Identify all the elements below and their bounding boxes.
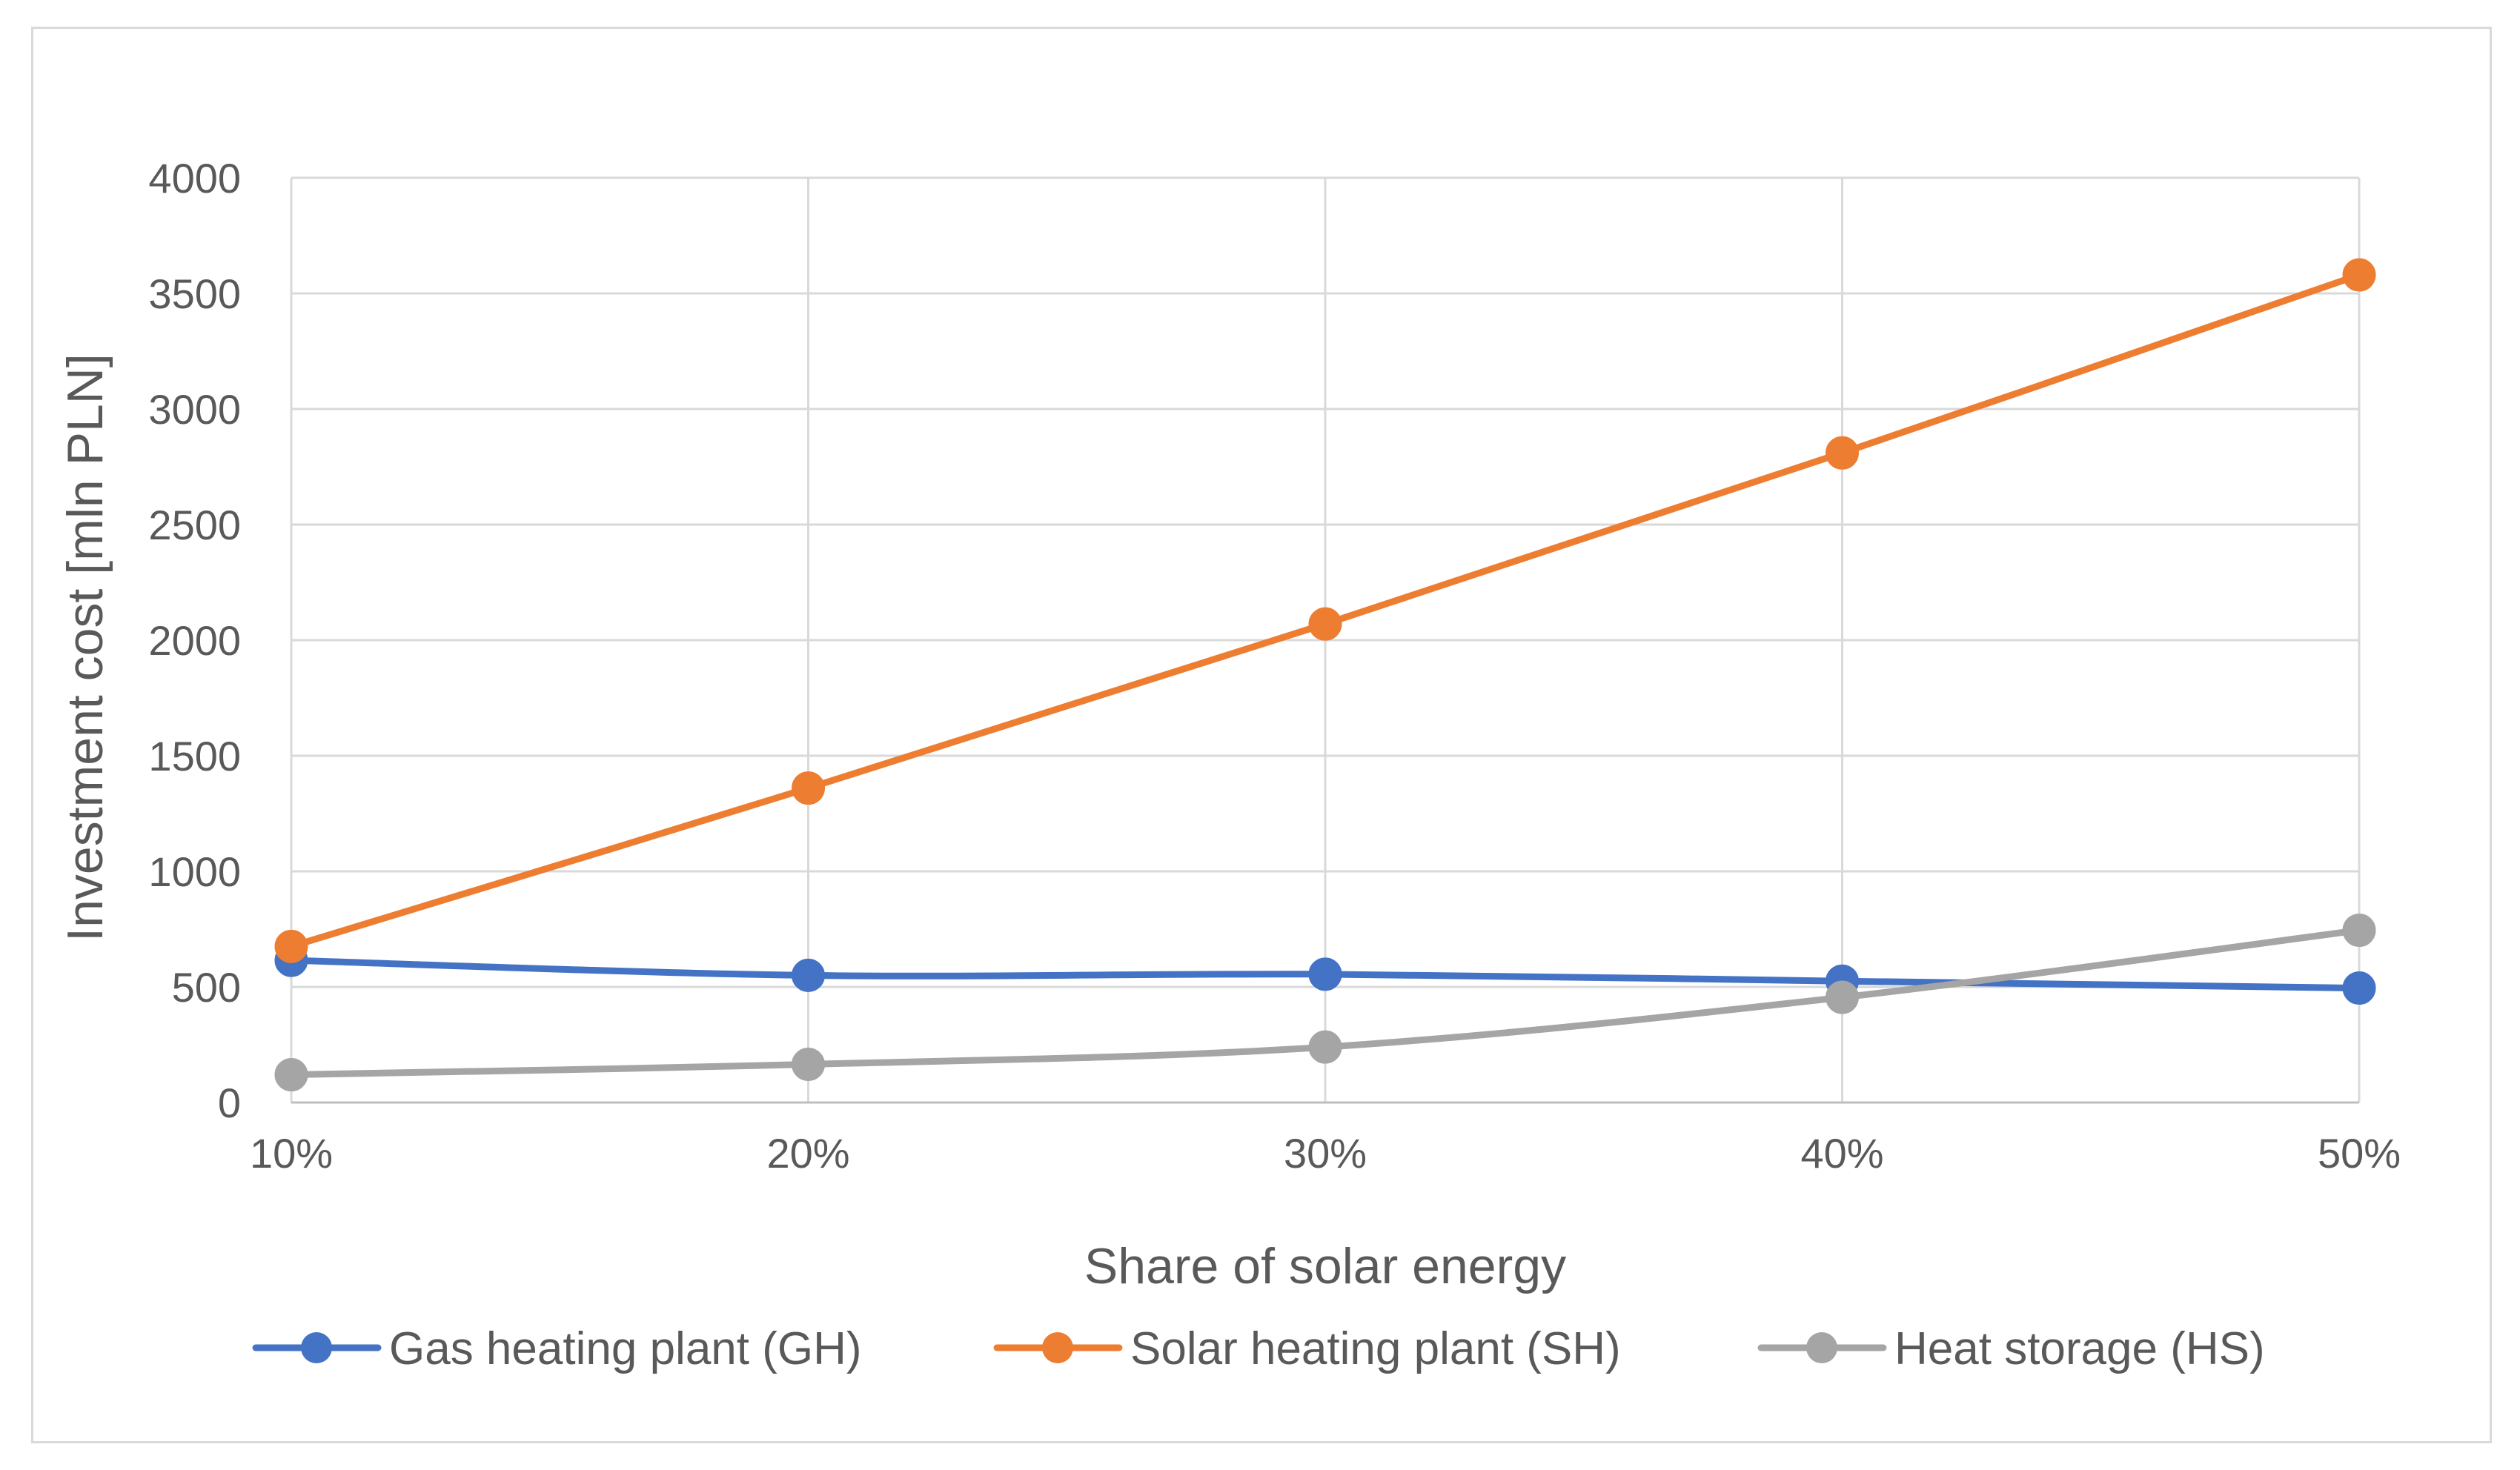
legend: Gas heating plant (GH) Solar heating plan… xyxy=(252,1323,2265,1374)
y-tick-label: 2000 xyxy=(148,617,241,664)
y-tick-label: 3000 xyxy=(148,386,241,433)
data-point xyxy=(1308,1030,1342,1064)
y-axis-title: Investment cost [mln PLN] xyxy=(57,353,113,942)
legend-label: Solar heating plant (SH) xyxy=(1130,1323,1621,1374)
x-tick-label: 50% xyxy=(2318,1130,2401,1177)
x-tick-labels: 10% 20% 30% 40% 50% xyxy=(250,1130,2401,1177)
y-tick-label: 2500 xyxy=(148,502,241,548)
data-point xyxy=(274,1058,308,1092)
x-tick-label: 40% xyxy=(1800,1130,1883,1177)
legend-item-2: Solar heating plant (SH) xyxy=(993,1323,1621,1374)
y-tick-label: 1500 xyxy=(148,733,241,779)
y-tick-labels: 0 500 1000 1500 2000 2500 3000 3500 4000 xyxy=(148,155,241,1126)
data-point xyxy=(2342,258,2376,292)
x-axis-title: Share of solar energy xyxy=(1084,1238,1566,1294)
data-point xyxy=(1308,957,1342,991)
legend-marker xyxy=(1042,1332,1073,1363)
data-point xyxy=(792,1048,825,1082)
data-point xyxy=(1308,607,1342,641)
data-point xyxy=(792,771,825,805)
data-point xyxy=(792,958,825,992)
x-tick-label: 30% xyxy=(1284,1130,1367,1177)
data-point xyxy=(2342,914,2376,948)
chart-frame xyxy=(31,27,2492,1443)
series xyxy=(274,258,2376,1092)
data-point xyxy=(274,929,308,963)
y-tick-label: 3500 xyxy=(148,270,241,317)
y-tick-label: 1000 xyxy=(148,848,241,895)
y-tick-label: 0 xyxy=(218,1080,241,1126)
x-tick-label: 10% xyxy=(250,1130,333,1177)
legend-item-1: Gas heating plant (GH) xyxy=(252,1323,862,1374)
series-3 xyxy=(274,914,2376,1092)
legend-marker xyxy=(301,1332,332,1363)
y-tick-label: 500 xyxy=(172,964,241,1011)
data-point xyxy=(2342,971,2376,1005)
legend-label: Heat storage (HS) xyxy=(1894,1323,2265,1374)
series-2 xyxy=(274,258,2376,963)
data-point xyxy=(1826,436,1859,470)
data-point xyxy=(1826,980,1859,1014)
legend-label: Gas heating plant (GH) xyxy=(389,1323,862,1374)
x-tick-label: 20% xyxy=(766,1130,849,1177)
gridlines xyxy=(290,176,2361,1102)
legend-marker xyxy=(1806,1332,1837,1363)
legend-item-3: Heat storage (HS) xyxy=(1757,1323,2265,1374)
y-tick-label: 4000 xyxy=(148,155,241,202)
